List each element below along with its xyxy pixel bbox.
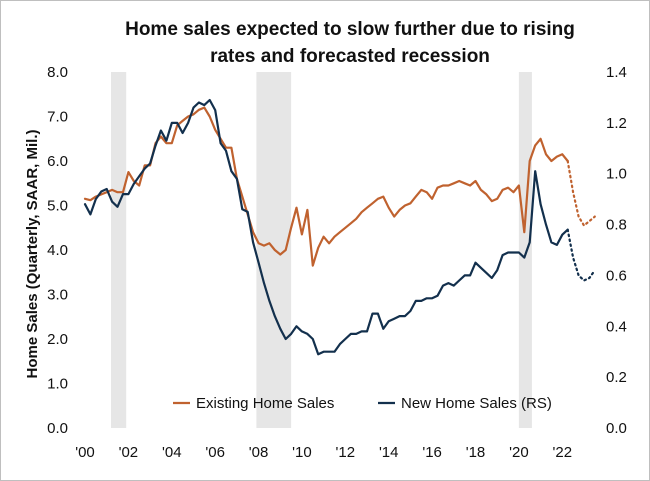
- y-right-tick-label: 1.2: [606, 115, 627, 132]
- y-right-tick-label: 0.0: [606, 420, 627, 437]
- y-right-tick-label: 1.0: [606, 166, 627, 183]
- x-tick-label: '04: [162, 444, 182, 461]
- new-home-sales-line: [83, 98, 569, 356]
- existing-home-sales-forecast-line: [566, 159, 596, 227]
- x-tick-label: '16: [422, 444, 442, 461]
- x-tick-label: '18: [466, 444, 486, 461]
- y-right-tick-label: 0.4: [606, 318, 627, 335]
- x-tick-label: '08: [249, 444, 269, 461]
- recession-band-3: [518, 72, 532, 428]
- y-right-tick-label: 0.8: [606, 217, 627, 234]
- y-left-tick-label: 0.0: [47, 420, 68, 437]
- chart-title-line-1: Home sales expected to slow further due …: [125, 19, 575, 40]
- y-left-tick-label: 6.0: [47, 153, 68, 170]
- y-left-tick-label: 8.0: [47, 64, 68, 81]
- y-right-tick-label: 0.2: [606, 369, 627, 386]
- y-right-tick-label: 1.4: [606, 64, 627, 81]
- x-tick-label: '22: [553, 444, 573, 461]
- legend-existing-label: Existing Home Sales: [196, 395, 334, 412]
- y-left-tick-label: 7.0: [47, 109, 68, 126]
- y-left-tick-label: 2.0: [47, 331, 68, 348]
- legend-new-label: New Home Sales (RS): [401, 395, 552, 412]
- x-tick-label: '12: [336, 444, 356, 461]
- y-left-tick-label: 4.0: [47, 242, 68, 259]
- x-tick-label: '20: [509, 444, 529, 461]
- existing-home-sales-line: [83, 106, 569, 267]
- x-tick-label: '00: [75, 444, 95, 461]
- chart-title-line-2: rates and forecasted recession: [210, 46, 490, 67]
- y-left-tick-label: 1.0: [47, 376, 68, 393]
- x-tick-label: '02: [119, 444, 139, 461]
- x-tick-label: '14: [379, 444, 399, 461]
- y-left-tick-label: 3.0: [47, 287, 68, 304]
- recession-band-1: [111, 72, 127, 428]
- new-home-sales-forecast-line: [566, 228, 596, 282]
- x-tick-label: '10: [292, 444, 312, 461]
- y-left-tick-label: 5.0: [47, 198, 68, 215]
- y-axis-label: Home Sales (Quarterly, SAAR, Mil.): [24, 130, 41, 379]
- y-right-tick-label: 0.6: [606, 267, 627, 284]
- x-tick-label: '06: [205, 444, 225, 461]
